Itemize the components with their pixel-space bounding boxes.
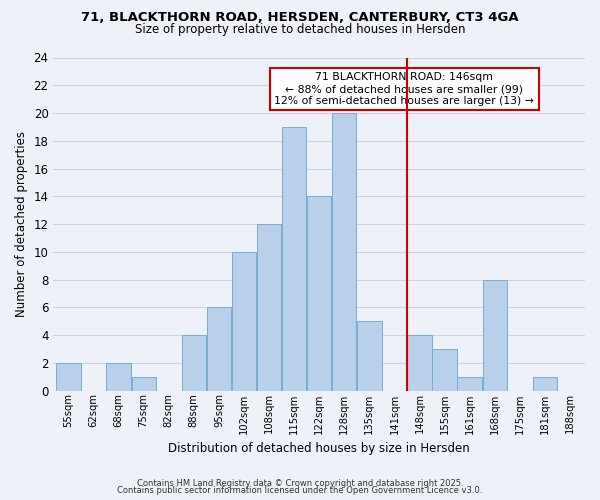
Bar [207, 308, 231, 390]
Bar [357, 321, 382, 390]
Bar [533, 376, 557, 390]
Text: Size of property relative to detached houses in Hersden: Size of property relative to detached ho… [135, 22, 465, 36]
Bar [182, 335, 206, 390]
Y-axis label: Number of detached properties: Number of detached properties [15, 131, 28, 317]
Bar [282, 127, 306, 390]
Bar [433, 349, 457, 391]
Bar [407, 335, 431, 390]
Text: Contains HM Land Registry data © Crown copyright and database right 2025.: Contains HM Land Registry data © Crown c… [137, 478, 463, 488]
Bar [482, 280, 507, 390]
X-axis label: Distribution of detached houses by size in Hersden: Distribution of detached houses by size … [169, 442, 470, 455]
Bar [307, 196, 331, 390]
Text: Contains public sector information licensed under the Open Government Licence v3: Contains public sector information licen… [118, 486, 482, 495]
Bar [332, 113, 356, 390]
Bar [131, 376, 156, 390]
Bar [56, 363, 80, 390]
Bar [232, 252, 256, 390]
Bar [257, 224, 281, 390]
Text: 71, BLACKTHORN ROAD, HERSDEN, CANTERBURY, CT3 4GA: 71, BLACKTHORN ROAD, HERSDEN, CANTERBURY… [81, 11, 519, 24]
Text: 71 BLACKTHORN ROAD: 146sqm
← 88% of detached houses are smaller (99)
12% of semi: 71 BLACKTHORN ROAD: 146sqm ← 88% of deta… [274, 72, 534, 106]
Bar [457, 376, 482, 390]
Bar [106, 363, 131, 390]
